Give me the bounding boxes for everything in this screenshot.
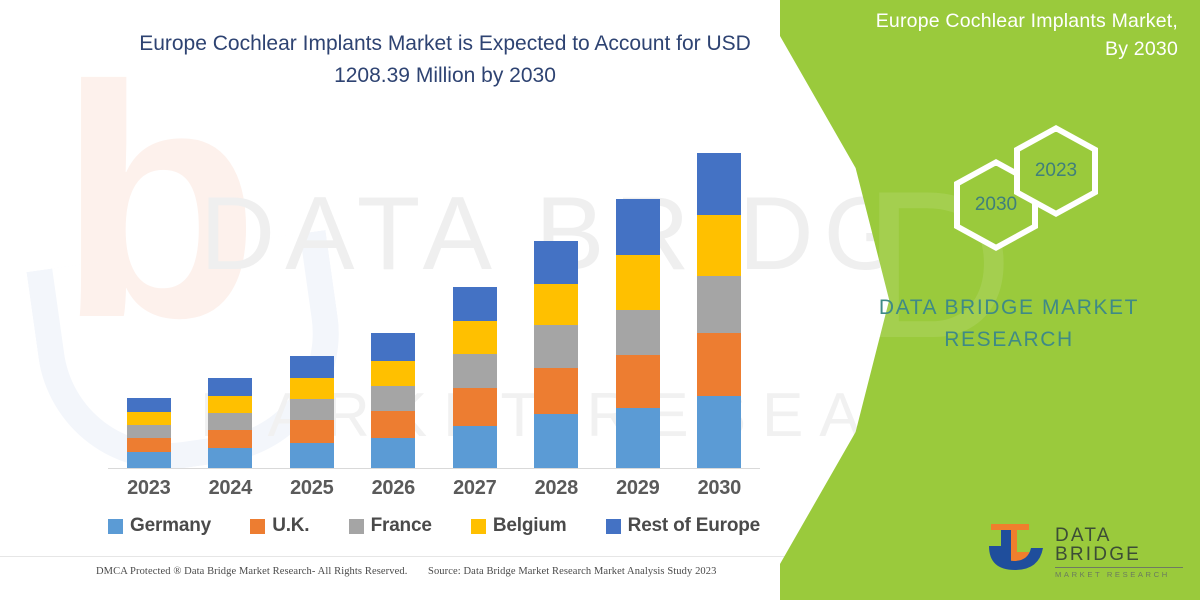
legend-item-u-k[interactable]: U.K. <box>250 515 310 537</box>
bar-segment-u-k <box>615 355 660 408</box>
bar-segment-u-k <box>452 388 497 426</box>
bar-segment-rest-of-europe <box>697 153 742 215</box>
logo-subtitle: MARKET RESEARCH <box>1055 570 1170 579</box>
bar-segment-france <box>534 325 579 368</box>
logo-mark-icon <box>985 518 1047 576</box>
bar-segment-germany <box>289 443 334 468</box>
bar-2026 <box>371 333 416 468</box>
hexagon-2023-label: 2023 <box>1020 131 1092 211</box>
bar-2024 <box>208 378 253 468</box>
legend-item-belgium[interactable]: Belgium <box>470 515 567 537</box>
stacked-bar-chart: 2023 2024 2025 2026 2027 2028 2029 2030 Germany… <box>108 120 760 540</box>
bar-segment-u-k <box>289 420 334 443</box>
bar-segment-germany <box>208 448 253 468</box>
x-axis-line <box>108 468 760 469</box>
bar-segment-rest-of-europe <box>452 287 497 321</box>
legend-item-france[interactable]: France <box>348 515 432 537</box>
bar-segment-rest-of-europe <box>289 356 334 378</box>
bar-segment-france <box>615 310 660 355</box>
bar-segment-u-k <box>208 430 253 448</box>
bar-segment-france <box>371 386 416 411</box>
footer-copyright: DMCA Protected ® Data Bridge Market Rese… <box>96 566 408 577</box>
logo-text: DATA BRIDGE MARKET RESEARCH <box>1055 526 1190 579</box>
logo-divider <box>1055 567 1183 568</box>
bar-segment-rest-of-europe <box>615 199 660 255</box>
bar-segment-u-k <box>697 333 742 396</box>
panel-title: Europe Cochlear Implants Market, By 2030 <box>875 10 1178 60</box>
bar-segment-rest-of-europe <box>126 398 171 412</box>
legend-swatch-icon-u-k <box>250 518 266 534</box>
bar-segment-belgium <box>697 215 742 276</box>
company-logo: DATA BRIDGE MARKET RESEARCH <box>985 518 1185 580</box>
x-axis-label-2025: 2025 <box>290 477 334 499</box>
bar-2028 <box>534 241 579 468</box>
bar-segment-germany <box>534 414 579 468</box>
bar-segment-germany <box>615 408 660 468</box>
bar-segment-rest-of-europe <box>371 333 416 361</box>
bar-2029 <box>615 199 660 468</box>
bar-segment-germany <box>452 426 497 468</box>
x-axis-label-2027: 2027 <box>453 477 497 499</box>
legend-swatch-icon-germany <box>108 518 123 534</box>
legend-label-france: France <box>370 515 432 536</box>
legend-item-germany[interactable]: Germany <box>108 515 211 537</box>
bar-segment-france <box>208 413 253 430</box>
legend-item-rest-of-europe[interactable]: Rest of Europe <box>605 515 761 537</box>
bar-segment-u-k <box>534 368 579 414</box>
bar-segment-rest-of-europe <box>534 241 579 284</box>
bar-segment-germany <box>697 396 742 468</box>
bar-segment-u-k <box>126 438 171 452</box>
legend-label-u-k: U.K. <box>272 515 310 536</box>
bar-segment-belgium <box>289 378 334 399</box>
x-axis-label-2026: 2026 <box>371 477 416 499</box>
bar-2030 <box>697 153 742 468</box>
legend-swatch-icon-rest-of-europe <box>605 518 621 534</box>
bar-segment-belgium <box>126 412 171 425</box>
hexagon-badges: 2030 2023 <box>940 125 1140 255</box>
x-axis-label-2030: 2030 <box>697 477 742 499</box>
bar-segment-france <box>452 354 497 388</box>
bar-segment-rest-of-europe <box>208 378 253 396</box>
bar-segment-belgium <box>534 284 579 325</box>
x-axis-labels: 2023 2024 2025 2026 2027 2028 2029 2030 <box>108 477 760 507</box>
bar-segment-belgium <box>615 255 660 310</box>
x-axis-label-2023: 2023 <box>127 477 171 499</box>
logo-title: DATA BRIDGE <box>1055 525 1142 565</box>
x-axis-label-2024: 2024 <box>208 477 253 499</box>
legend-label-belgium: Belgium <box>492 515 567 536</box>
x-axis-label-2028: 2028 <box>534 477 579 499</box>
bar-2027 <box>452 287 497 468</box>
bar-segment-belgium <box>452 321 497 354</box>
bar-2023 <box>126 398 171 468</box>
bar-segment-belgium <box>208 396 253 413</box>
bar-2025 <box>289 356 334 468</box>
bar-segment-france <box>697 276 742 333</box>
bar-segment-france <box>126 425 171 438</box>
bar-segment-germany <box>126 452 171 468</box>
page-title: Europe Cochlear Implants Market is Expec… <box>139 32 751 87</box>
footer-source: Source: Data Bridge Market Research Mark… <box>428 566 717 577</box>
legend-swatch-icon-france <box>348 518 364 534</box>
bar-segment-germany <box>371 438 416 468</box>
legend-swatch-icon-belgium <box>470 518 486 534</box>
plot-area <box>108 120 760 468</box>
footer-divider <box>0 556 880 557</box>
legend-label-germany: Germany <box>130 515 211 536</box>
legend-label-rest-of-europe: Rest of Europe <box>627 515 761 536</box>
bar-segment-france <box>289 399 334 420</box>
bar-segment-belgium <box>371 361 416 386</box>
chart-legend: Germany U.K. France Belgium Rest of Europe <box>108 512 760 540</box>
bar-segment-u-k <box>371 411 416 438</box>
panel-brand-text: DATA BRIDGE MARKET RESEARCH <box>878 296 1140 351</box>
x-axis-label-2029: 2029 <box>616 477 660 499</box>
